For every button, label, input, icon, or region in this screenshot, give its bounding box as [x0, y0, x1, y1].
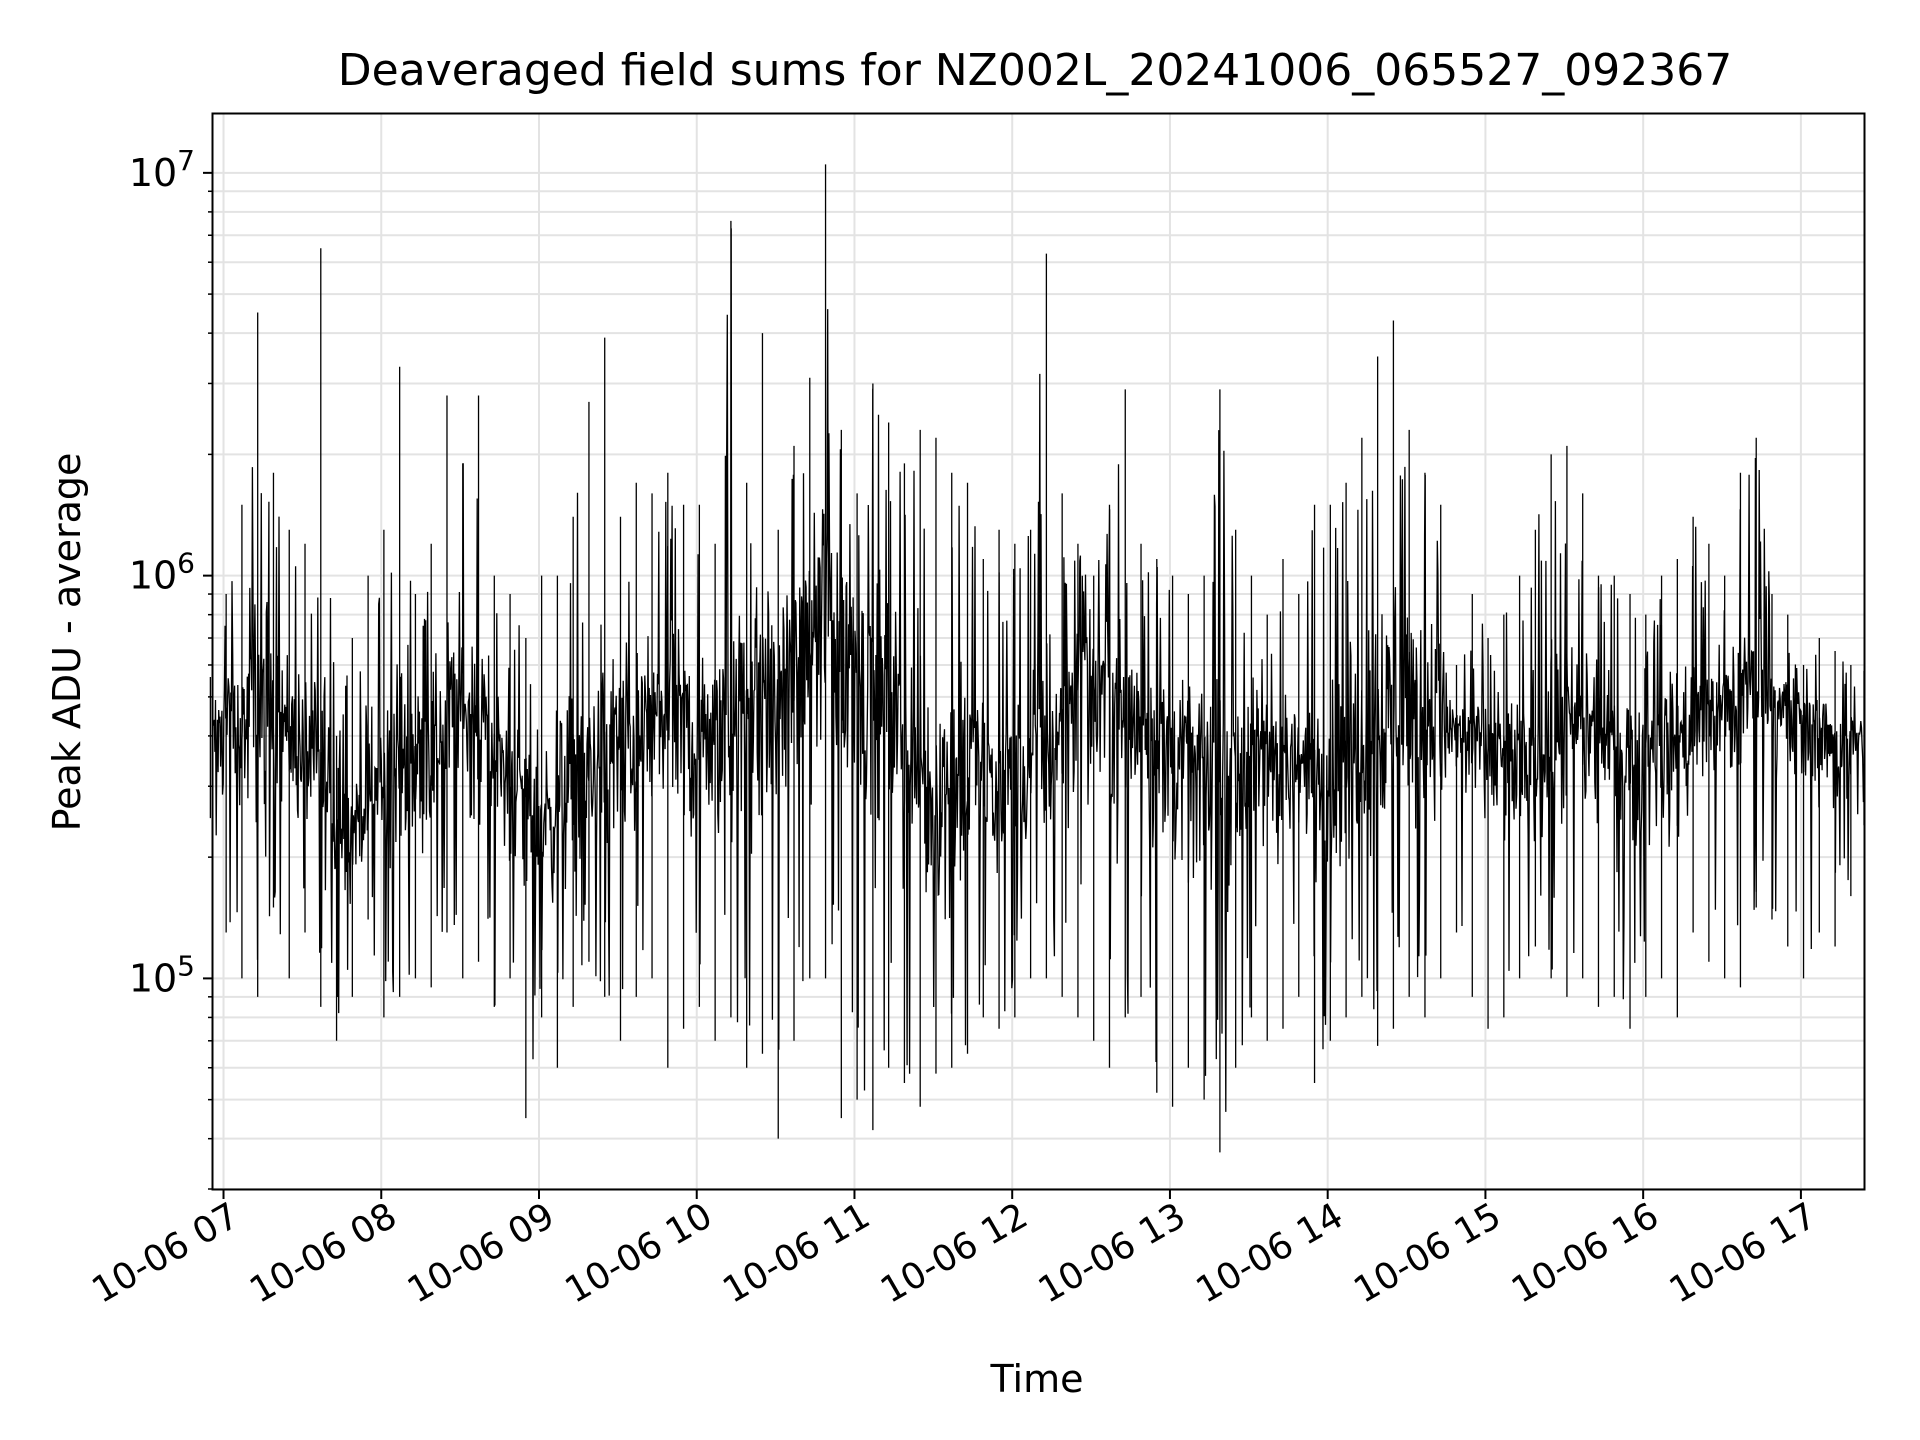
series-trace	[212, 228, 1865, 1112]
plot-frame	[211, 112, 1866, 1191]
y-tick-label: 107	[129, 144, 195, 195]
chart-title: Deaveraged field sums for NZ002L_2024100…	[338, 45, 1732, 96]
y-tick-label: 105	[129, 949, 195, 1000]
series-line	[209, 164, 1865, 1153]
y-axis-label: Peak ADU - average	[45, 453, 89, 832]
y-tick-label: 106	[129, 547, 195, 598]
x-axis-label: Time	[990, 1357, 1084, 1401]
